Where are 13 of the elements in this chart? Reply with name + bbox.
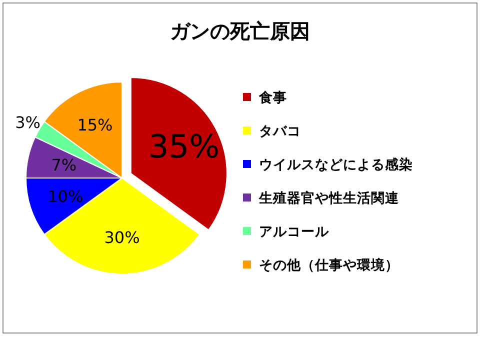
data-label: 3% <box>15 112 40 132</box>
legend-label: 食事 <box>258 90 287 106</box>
legend-label: アルコール <box>259 224 330 240</box>
legend-label: その他（仕事や環境） <box>259 256 399 274</box>
data-label: 15% <box>77 116 113 135</box>
legend-label: ウイルスなどによる感染 <box>259 156 413 173</box>
data-label: 7% <box>51 156 77 175</box>
chart-title: ガンの死亡原因 <box>170 19 310 43</box>
data-label: 30% <box>104 228 140 248</box>
legend-label: タバコ <box>259 124 301 140</box>
data-label: 35% <box>148 128 220 166</box>
legend-label: 生殖器官や性生活関連 <box>258 190 399 206</box>
data-label: 10% <box>48 186 84 206</box>
